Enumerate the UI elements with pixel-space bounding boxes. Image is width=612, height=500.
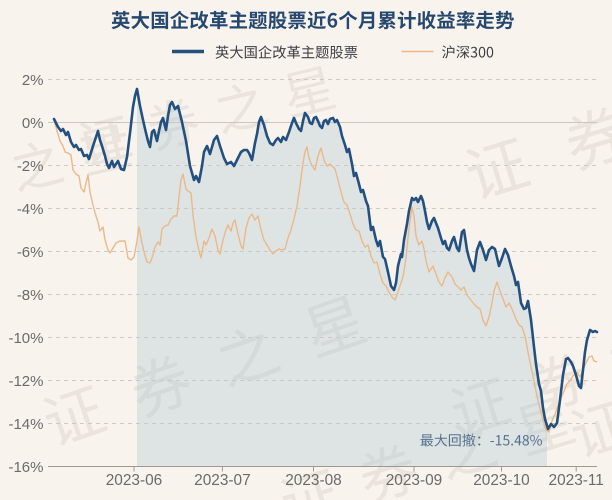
svg-text:2023-06: 2023-06 <box>106 472 162 489</box>
svg-text:-14%: -14% <box>8 416 43 433</box>
svg-text:-10%: -10% <box>8 330 43 347</box>
svg-text:-16%: -16% <box>8 459 43 476</box>
svg-text:2023-10: 2023-10 <box>473 472 529 489</box>
svg-text:2023-08: 2023-08 <box>285 472 341 489</box>
svg-text:2023-11: 2023-11 <box>549 472 604 489</box>
svg-text:-8%: -8% <box>17 287 44 304</box>
svg-text:2%: 2% <box>22 72 44 89</box>
svg-text:-12%: -12% <box>8 373 43 390</box>
svg-text:2023-09: 2023-09 <box>386 472 442 489</box>
svg-text:0%: 0% <box>22 115 44 132</box>
svg-text:-6%: -6% <box>17 244 44 261</box>
svg-text:-2%: -2% <box>17 158 44 175</box>
svg-text:-4%: -4% <box>17 201 44 218</box>
svg-text:2023-07: 2023-07 <box>194 472 250 489</box>
